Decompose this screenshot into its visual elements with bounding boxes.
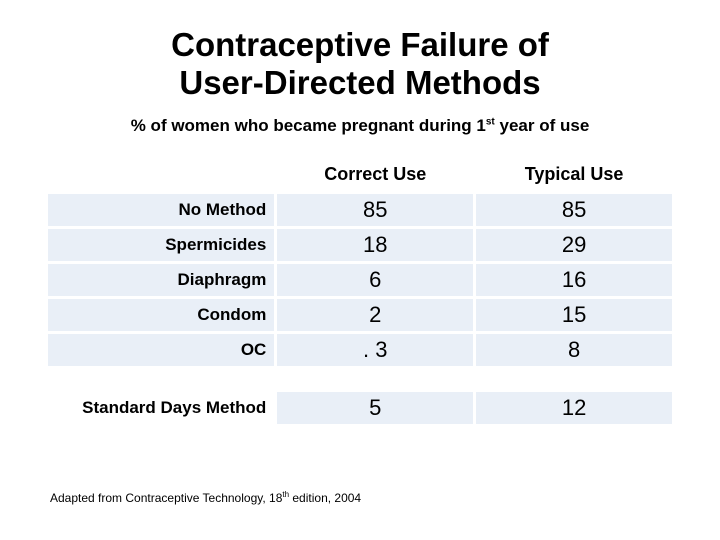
table-header-blank: [48, 157, 274, 191]
cell-value: 85: [476, 194, 672, 226]
source-post: edition, 2004: [289, 491, 361, 505]
table-row: OC . 3 8: [48, 334, 672, 366]
table-row: Spermicides 18 29: [48, 229, 672, 261]
page-title: Contraceptive Failure of User-Directed M…: [40, 26, 680, 102]
failure-table: Correct Use Typical Use No Method 85 85 …: [45, 154, 675, 427]
cell-value: 29: [476, 229, 672, 261]
table-header-correct-use: Correct Use: [277, 157, 473, 191]
cell-value: . 3: [277, 334, 473, 366]
cell-value: 16: [476, 264, 672, 296]
cell-value: 18: [277, 229, 473, 261]
cell-value: 15: [476, 299, 672, 331]
cell-value: 8: [476, 334, 672, 366]
table-row: Condom 2 15: [48, 299, 672, 331]
cell-value: 6: [277, 264, 473, 296]
subtitle-post: year of use: [495, 116, 590, 135]
row-label-standard-days: Standard Days Method: [48, 392, 274, 424]
page-subtitle: % of women who became pregnant during 1s…: [40, 116, 680, 136]
title-line-2: User-Directed Methods: [179, 64, 540, 101]
row-label-condom: Condom: [48, 299, 274, 331]
cell-value: 2: [277, 299, 473, 331]
slide: Contraceptive Failure of User-Directed M…: [0, 0, 720, 540]
cell-value: 5: [277, 392, 473, 424]
cell-value: 85: [277, 194, 473, 226]
subtitle-pre: % of women who became pregnant during 1: [131, 116, 486, 135]
table-row: Standard Days Method 5 12: [48, 392, 672, 424]
table-row: Diaphragm 6 16: [48, 264, 672, 296]
subtitle-sup: st: [486, 116, 495, 127]
source-pre: Adapted from Contraceptive Technology, 1…: [50, 491, 282, 505]
table: Correct Use Typical Use No Method 85 85 …: [45, 154, 675, 427]
title-line-1: Contraceptive Failure of: [171, 26, 549, 63]
source-citation: Adapted from Contraceptive Technology, 1…: [50, 490, 361, 505]
table-row: No Method 85 85: [48, 194, 672, 226]
cell-value: 12: [476, 392, 672, 424]
row-label-no-method: No Method: [48, 194, 274, 226]
table-header-typical-use: Typical Use: [476, 157, 672, 191]
row-label-oc: OC: [48, 334, 274, 366]
table-header-row: Correct Use Typical Use: [48, 157, 672, 191]
row-label-spermicides: Spermicides: [48, 229, 274, 261]
row-label-diaphragm: Diaphragm: [48, 264, 274, 296]
table-spacer-row: [48, 369, 672, 389]
